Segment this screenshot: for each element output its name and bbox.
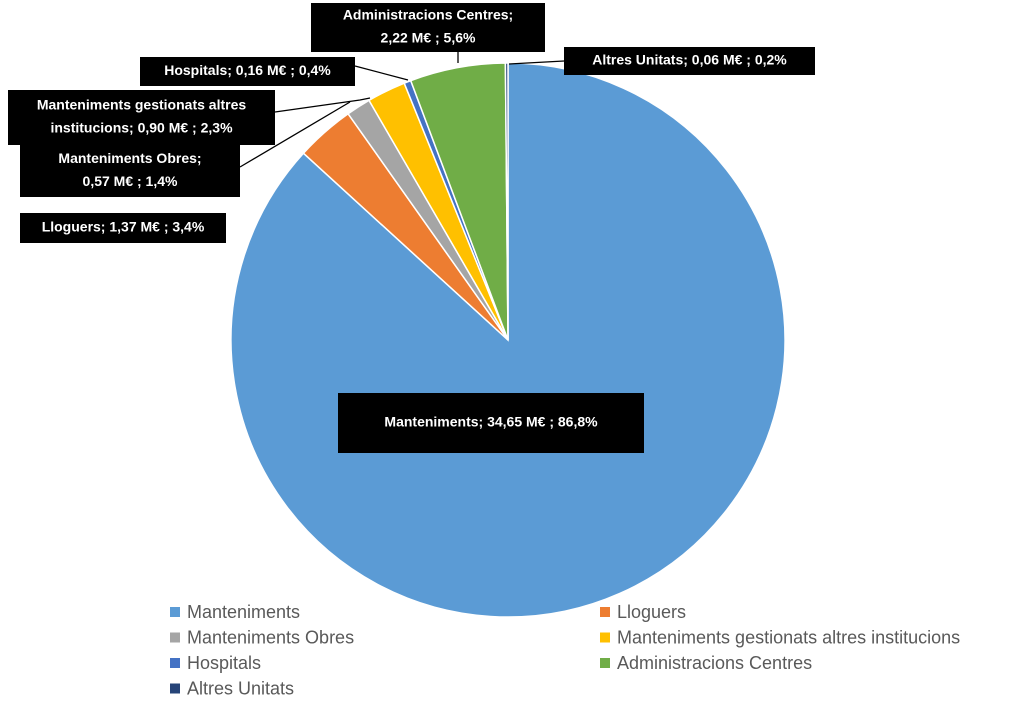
legend-swatch xyxy=(170,683,180,694)
data-label: Manteniments gestionats altres institucio… xyxy=(8,90,275,145)
data-label-text: Hospitals; 0,16 M€ ; 0,4% xyxy=(164,62,331,78)
data-label-box xyxy=(20,213,226,243)
data-label-text: Altres Unitats; 0,06 M€ ; 0,2% xyxy=(592,52,787,68)
data-label: Manteniments Obres; 0,57 M€ ; 1,4% xyxy=(20,145,240,197)
data-label-text: Manteniments Obres; xyxy=(58,150,201,166)
legend-label: Hospitals xyxy=(187,653,261,673)
legend-label: Manteniments xyxy=(187,602,300,622)
data-label-text: 2,22 M€ ; 5,6% xyxy=(381,30,476,46)
legend-swatch xyxy=(170,607,180,617)
data-label-text: Lloguers; 1,37 M€ ; 3,4% xyxy=(42,219,205,235)
data-label-box xyxy=(20,145,240,197)
legend-label: Manteniments gestionats altres instituci… xyxy=(617,627,960,647)
legend-label: Lloguers xyxy=(617,602,686,622)
data-label-text: Administracions Centres; xyxy=(343,7,513,23)
leader-line xyxy=(354,65,409,81)
leader-line xyxy=(508,60,565,65)
data-label-text: Manteniments; 34,65 M€ ; 86,8% xyxy=(384,414,598,430)
data-label: Hospitals; 0,16 M€ ; 0,4% xyxy=(140,57,355,86)
data-label: Administracions Centres; 2,22 M€ ; 5,6% xyxy=(311,3,545,52)
data-label-text: 0,57 M€ ; 1,4% xyxy=(83,173,178,189)
pie-slice xyxy=(504,62,509,341)
data-label-text: institucions; 0,90 M€ ; 2,3% xyxy=(50,120,233,136)
leader-line xyxy=(239,101,351,168)
leader-lines xyxy=(239,52,565,168)
data-label: Altres Unitats; 0,06 M€ ; 0,2% xyxy=(564,47,815,75)
legend-label: Altres Unitats xyxy=(187,678,294,698)
legend-swatch xyxy=(600,607,610,617)
legend-swatch xyxy=(600,658,610,668)
data-label-box xyxy=(140,57,355,86)
data-label-text: Manteniments gestionats altres xyxy=(37,97,246,113)
legend: Manteniments Lloguers Manteniments Obres Ma… xyxy=(170,602,960,698)
leader-line xyxy=(274,97,371,113)
legend-label: Administracions Centres xyxy=(617,653,812,673)
data-label-box xyxy=(8,90,275,145)
legend-label: Manteniments Obres xyxy=(187,627,354,647)
legend-swatch xyxy=(600,632,610,643)
data-label-box xyxy=(338,393,644,453)
data-label-box xyxy=(564,47,815,75)
legend-swatch xyxy=(170,632,180,643)
pie xyxy=(230,62,786,618)
data-label-box xyxy=(311,3,545,52)
legend-swatch xyxy=(170,658,180,668)
data-label: Manteniments; 34,65 M€ ; 86,8% xyxy=(338,393,644,453)
data-label: Lloguers; 1,37 M€ ; 3,4% xyxy=(20,213,226,243)
